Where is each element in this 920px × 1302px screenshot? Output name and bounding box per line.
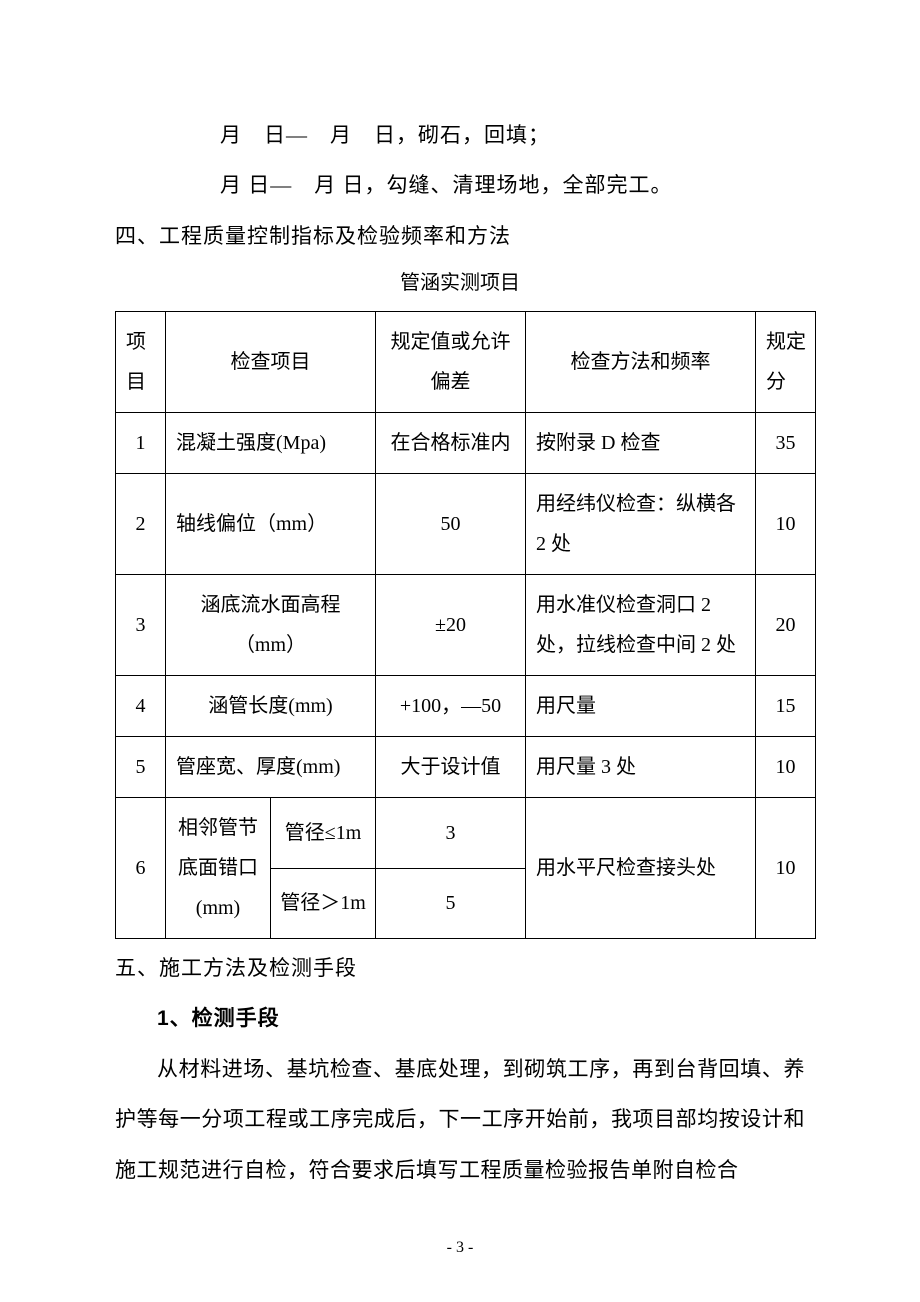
header-item: 检查项目 xyxy=(166,312,376,413)
header-score: 规定分 xyxy=(756,312,816,413)
section-4-heading: 四、工程质量控制指标及检验频率和方法 xyxy=(115,211,805,261)
cell-method: 用水准仪检查洞口 2 处，拉线检查中间 2 处 xyxy=(526,575,756,676)
table-row: 5 管座宽、厚度(mm) 大于设计值 用尺量 3 处 10 xyxy=(116,737,816,798)
header-method: 检查方法和频率 xyxy=(526,312,756,413)
table-row: 1 混凝土强度(Mpa) 在合格标准内 按附录 D 检查 35 xyxy=(116,413,816,474)
cell-method: 用水平尺检查接头处 xyxy=(526,798,756,939)
cell-dev: 50 xyxy=(376,474,526,575)
cell-method: 用尺量 3 处 xyxy=(526,737,756,798)
cell-method: 用尺量 xyxy=(526,676,756,737)
table-title: 管涵实测项目 xyxy=(115,261,805,305)
cell-score: 20 xyxy=(756,575,816,676)
table-header-row: 项目 检查项目 规定值或允许偏差 检查方法和频率 规定分 xyxy=(116,312,816,413)
table-row: 6 相邻管节底面错口(mm) 管径≤1m 3 用水平尺检查接头处 10 xyxy=(116,798,816,869)
cell-method: 用经纬仪检查：纵横各 2 处 xyxy=(526,474,756,575)
cell-score: 10 xyxy=(756,474,816,575)
cell-method: 按附录 D 检查 xyxy=(526,413,756,474)
cell-dev: 大于设计值 xyxy=(376,737,526,798)
cell-idx: 1 xyxy=(116,413,166,474)
cell-sub-a-dev: 3 xyxy=(376,798,526,869)
cell-item: 混凝土强度(Mpa) xyxy=(166,413,376,474)
header-idx: 项目 xyxy=(116,312,166,413)
table-row: 3 涵底流水面高程（mm） ±20 用水准仪检查洞口 2 处，拉线检查中间 2 … xyxy=(116,575,816,676)
body-paragraph: 从材料进场、基坑检查、基底处理，到砌筑工序，再到台背回填、养护等每一分项工程或工… xyxy=(115,1044,805,1195)
table-row: 2 轴线偏位（mm） 50 用经纬仪检查：纵横各 2 处 10 xyxy=(116,474,816,575)
cell-idx: 2 xyxy=(116,474,166,575)
cell-dev: 在合格标准内 xyxy=(376,413,526,474)
schedule-line-2: 月 日— 月 日，勾缝、清理场地，全部完工。 xyxy=(115,160,805,210)
cell-idx: 5 xyxy=(116,737,166,798)
cell-item: 轴线偏位（mm） xyxy=(166,474,376,575)
cell-score: 35 xyxy=(756,413,816,474)
cell-dev: ±20 xyxy=(376,575,526,676)
measurement-table: 项目 检查项目 规定值或允许偏差 检查方法和频率 规定分 1 混凝土强度(Mpa… xyxy=(115,311,816,939)
table-row: 4 涵管长度(mm) +100，—50 用尺量 15 xyxy=(116,676,816,737)
cell-dev: +100，—50 xyxy=(376,676,526,737)
page-number: - 3 - xyxy=(0,1239,920,1257)
cell-idx: 4 xyxy=(116,676,166,737)
cell-sub-a-label: 管径≤1m xyxy=(271,798,376,869)
cell-idx: 6 xyxy=(116,798,166,939)
cell-item: 管座宽、厚度(mm) xyxy=(166,737,376,798)
cell-sub-b-dev: 5 xyxy=(376,868,526,939)
cell-idx: 3 xyxy=(116,575,166,676)
cell-sub-b-label: 管径＞1m xyxy=(271,868,376,939)
schedule-line-1: 月 日— 月 日，砌石，回填； xyxy=(115,110,805,160)
cell-score: 15 xyxy=(756,676,816,737)
cell-item: 涵底流水面高程（mm） xyxy=(166,575,376,676)
cell-score: 10 xyxy=(756,737,816,798)
section-5-heading: 五、施工方法及检测手段 xyxy=(115,943,805,993)
subsection-1-heading: 1、检测手段 xyxy=(115,994,805,1044)
cell-item: 涵管长度(mm) xyxy=(166,676,376,737)
cell-score: 10 xyxy=(756,798,816,939)
header-dev: 规定值或允许偏差 xyxy=(376,312,526,413)
cell-item-main: 相邻管节底面错口(mm) xyxy=(166,798,271,939)
